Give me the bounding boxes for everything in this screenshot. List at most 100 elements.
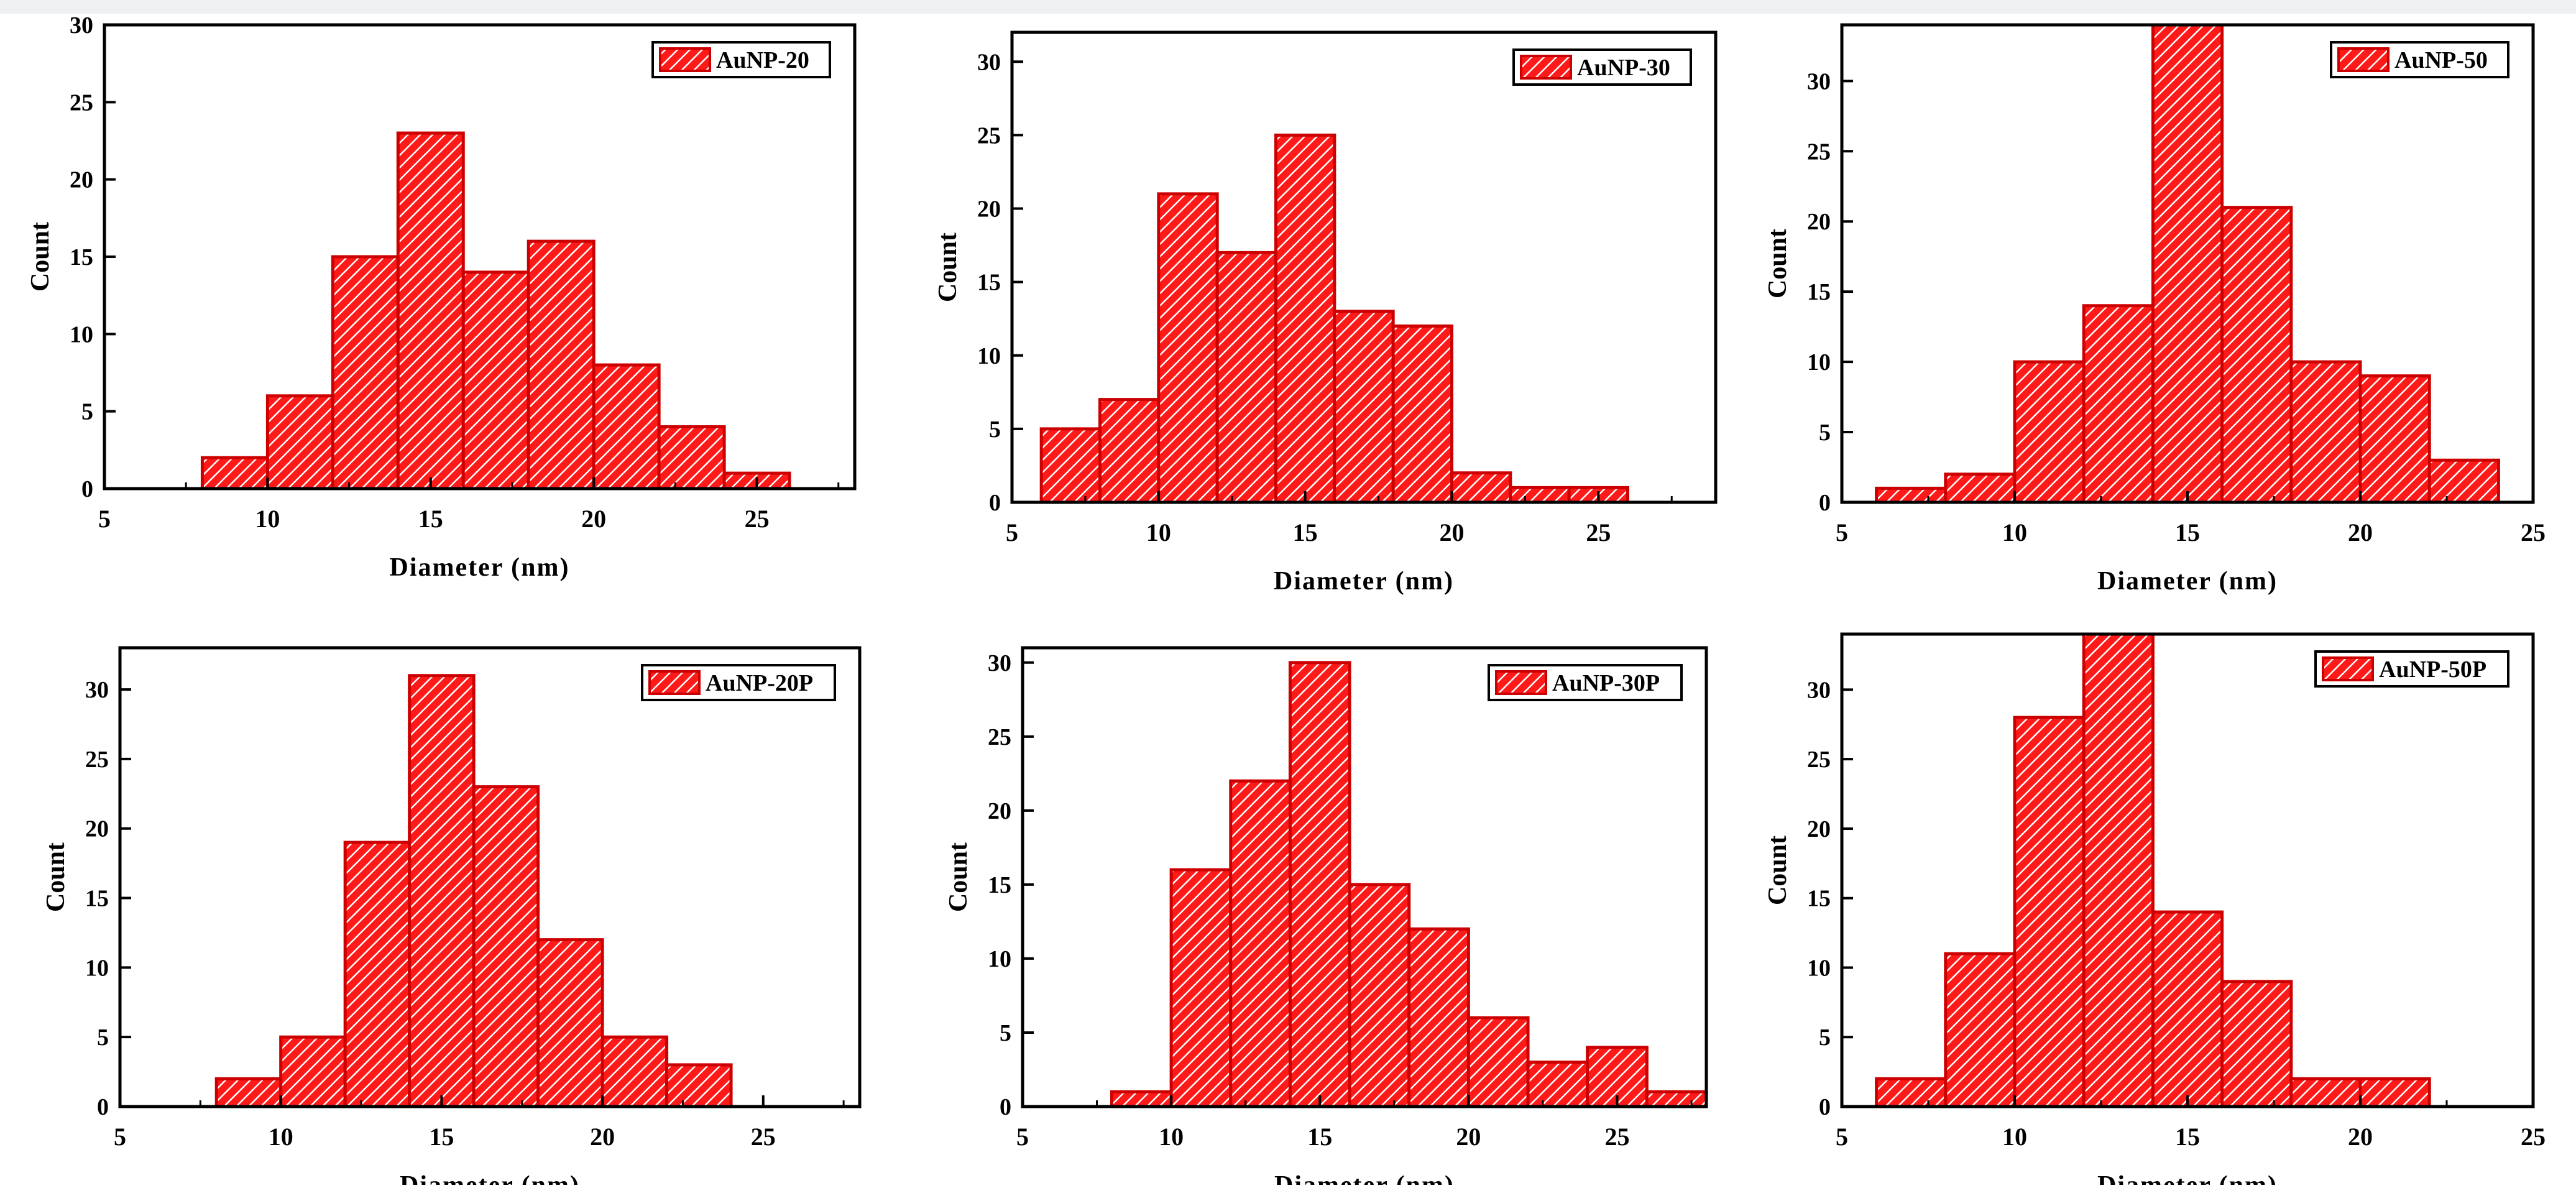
legend-label: AuNP-50P [2379,656,2486,683]
x-tick-label: 15 [1293,518,1318,546]
histogram-bar [2151,23,2224,504]
top-border-strip [0,0,2576,14]
histogram-bar [2427,458,2500,504]
legend-swatch [1520,55,1572,80]
y-axis-label: Count [26,222,55,292]
legend-swatch [2337,47,2390,72]
y-tick-label: 10 [1807,955,1831,981]
histogram-bar [1274,133,1336,504]
y-tick-label: 5 [1000,1020,1011,1046]
histogram-bar [1229,779,1292,1108]
y-tick-label: 10 [85,955,109,981]
legend-label: AuNP-50 [2394,47,2488,73]
y-tick-label: 0 [989,490,1001,516]
x-tick-label: 25 [2521,1123,2546,1151]
y-tick-label: 15 [1807,886,1831,912]
y-tick-label: 15 [988,872,1011,898]
y-tick-label: 30 [1807,677,1831,703]
histogram-bar [279,1035,347,1108]
histogram-bar [461,270,530,490]
x-tick-label: 20 [1456,1123,1481,1151]
y-tick-label: 20 [1807,816,1831,842]
histogram-bar [657,425,726,490]
legend: AuNP-20P [641,664,836,701]
y-tick-label: 0 [1000,1094,1011,1120]
x-tick-label: 5 [98,505,111,533]
y-axis-label: Count [42,842,70,912]
histogram-bar [536,938,604,1108]
y-tick-label: 25 [70,90,93,116]
x-tick-label: 5 [1016,1123,1029,1151]
y-tick-label: 25 [977,122,1001,149]
x-tick-label: 15 [2175,1123,2200,1151]
y-tick-label: 30 [70,12,93,39]
histogram-bar [396,131,465,490]
x-tick-label: 25 [1605,1123,1630,1151]
histogram-bar [1944,472,2017,504]
y-tick-label: 0 [1819,1094,1831,1120]
histogram-bar [1526,1061,1589,1108]
y-axis-label: Count [934,233,962,302]
y-tick-label: 30 [1807,68,1831,94]
histogram-bar [2220,980,2293,1108]
histogram-bar [1333,310,1395,504]
x-axis-label: Diameter (nm) [2097,1171,2278,1185]
histogram-bar [2220,206,2293,504]
y-tick-label: 0 [81,476,93,502]
histogram-bar [1288,661,1351,1108]
histogram-bar [2358,374,2431,504]
x-tick-label: 15 [2175,518,2200,546]
x-tick-label: 5 [1836,1123,1848,1151]
y-tick-label: 25 [1807,139,1831,165]
y-tick-label: 20 [85,816,109,842]
histogram-bar [1875,486,1948,504]
x-tick-label: 10 [269,1123,293,1151]
histogram-bar [1039,427,1102,504]
y-tick-label: 5 [1819,420,1831,446]
histogram-bar [527,239,596,490]
histogram-bar [331,255,400,490]
x-tick-label: 20 [2348,1123,2373,1151]
legend: AuNP-30 [1512,48,1692,86]
x-tick-label: 20 [1440,518,1465,546]
x-axis-label: Diameter (nm) [2097,567,2278,596]
histogram-bar [1466,1016,1530,1108]
y-tick-label: 0 [1819,490,1831,516]
histogram-bar [1157,192,1219,504]
y-axis-label: Count [1764,229,1792,298]
y-tick-label: 25 [988,724,1011,750]
y-axis-label: Count [1764,836,1792,905]
histogram-bar [1169,868,1233,1108]
histogram-bar [1645,1090,1708,1108]
x-tick-label: 10 [1159,1123,1184,1151]
histogram-bar [1450,471,1512,504]
x-tick-label: 20 [590,1123,615,1151]
x-tick-label: 15 [418,505,443,533]
y-tick-label: 30 [988,650,1011,676]
y-tick-label: 15 [70,244,93,270]
histogram-bar [592,363,661,490]
legend: AuNP-50P [2314,650,2509,688]
plot-frame [118,646,862,1108]
histogram-bar [1348,883,1411,1108]
histogram-bar [472,785,540,1108]
histogram-bar [1875,1077,1948,1108]
x-tick-label: 5 [1006,518,1018,546]
y-tick-label: 0 [97,1094,109,1120]
legend: AuNP-30P [1488,664,1683,701]
histogram-bar [2358,1077,2431,1108]
y-tick-label: 15 [85,886,109,912]
y-axis-label: Count [944,842,973,912]
x-tick-label: 10 [2002,1123,2027,1151]
y-tick-label: 20 [1807,209,1831,235]
histogram-bar [1944,952,2017,1108]
y-tick-label: 15 [977,270,1001,296]
legend-swatch [648,670,701,695]
legend: AuNP-20 [651,41,831,78]
histogram-bar [1098,398,1161,504]
